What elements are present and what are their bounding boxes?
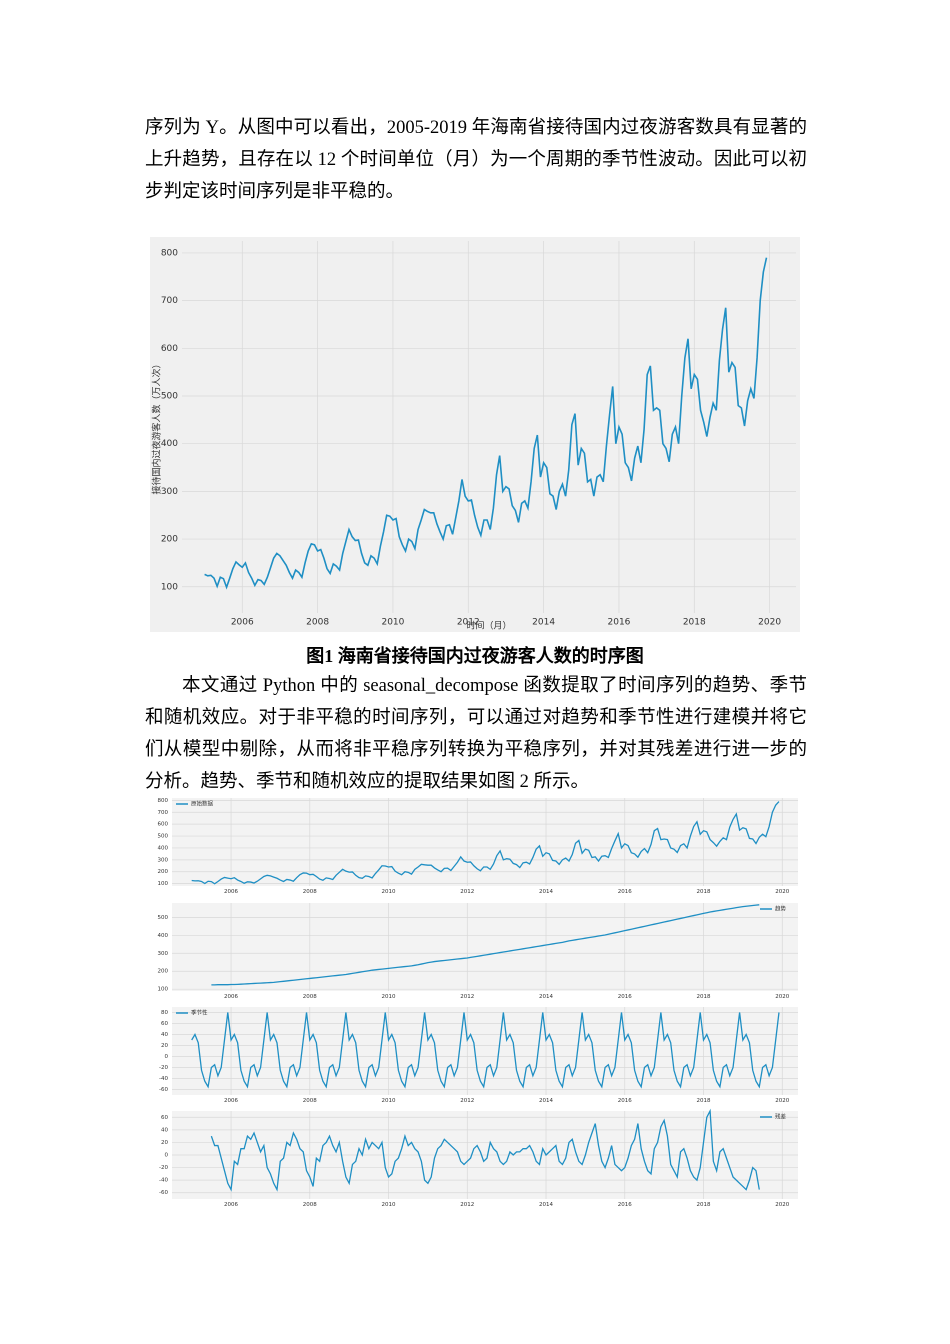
paragraph: 序列为 Y。从图中可以看出，2005-2019 年海南省接待国内过夜游客数具有显… (145, 118, 807, 202)
y-tick-label: 200 (158, 869, 169, 875)
y-tick-label: 20 (161, 1140, 168, 1146)
y-tick-label: 400 (158, 845, 169, 851)
x-tick-label: 2012 (457, 618, 480, 628)
y-tick-label: -60 (159, 1087, 168, 1093)
time-series-chart: 100 200 300 400 500 600 700 800 2006 2008 2010 2012… (150, 237, 800, 632)
y-tick-label: 40 (161, 1127, 168, 1133)
x-tick-label: 2020 (775, 1098, 789, 1104)
data-line (210, 1108, 760, 1192)
x-tick-label: 2016 (618, 1202, 632, 1208)
y-tick-label: 20 (161, 1043, 168, 1049)
y-tick-label: 400 (158, 933, 169, 939)
y-tick-label: -40 (159, 1076, 168, 1082)
x-tick-label: 2018 (683, 618, 706, 628)
x-tick-label: 2006 (231, 618, 254, 628)
x-tick-label: 2018 (697, 889, 711, 895)
y-tick-label: 600 (161, 344, 178, 354)
x-tick-label: 2016 (608, 618, 631, 628)
y-tick-label: 600 (158, 822, 169, 828)
y-tick-label: -60 (159, 1190, 168, 1196)
y-tick-label: 100 (161, 582, 178, 592)
y-tick-label: 800 (161, 248, 178, 258)
x-tick-label: 2012 (460, 889, 474, 895)
x-tick-label: 2014 (539, 1202, 553, 1208)
x-tick-label: 2010 (382, 1098, 396, 1104)
y-tick-label: 300 (158, 857, 169, 863)
x-tick-label: 2016 (618, 994, 632, 1000)
x-tick-label: 2012 (460, 1098, 474, 1104)
y-tick-label: 400 (161, 439, 178, 449)
plot-area (182, 241, 796, 613)
y-tick-label: -20 (159, 1065, 168, 1071)
data-line (204, 257, 768, 590)
x-tick-label: 2010 (381, 618, 404, 628)
x-tick-label: 2010 (382, 994, 396, 1000)
x-tick-label: 2010 (382, 889, 396, 895)
y-tick-label: 700 (158, 810, 169, 816)
y-tick-label: 40 (161, 1032, 168, 1038)
x-tick-label: 2006 (224, 994, 238, 1000)
x-tick-label: 2018 (697, 994, 711, 1000)
x-tick-label: 2008 (306, 618, 329, 628)
x-tick-label: 2012 (460, 994, 474, 1000)
legend-label: 原始数据 (191, 800, 214, 808)
x-tick-label: 2016 (618, 1098, 632, 1104)
y-tick-label: 80 (161, 1010, 168, 1016)
x-tick-label: 2006 (224, 1098, 238, 1104)
y-tick-label: 500 (158, 915, 169, 921)
y-tick-label: 300 (161, 487, 178, 497)
x-tick-label: 2014 (539, 1098, 553, 1104)
y-tick-label: 500 (158, 834, 169, 840)
y-tick-label: 500 (161, 392, 178, 402)
x-tick-label: 2014 (539, 889, 553, 895)
x-tick-label: 2008 (303, 1202, 317, 1208)
plot-area (172, 903, 798, 991)
x-tick-label: 2014 (539, 994, 553, 1000)
y-tick-label: 300 (158, 951, 169, 957)
y-tick-label: -40 (159, 1178, 168, 1184)
data-line (211, 904, 760, 986)
data-line (191, 801, 780, 885)
y-tick-label: 100 (158, 881, 169, 887)
figure-caption: 图1 海南省接待国内过夜游客人数的时序图 (306, 646, 644, 666)
y-tick-label: 700 (161, 296, 178, 306)
x-tick-label: 2008 (303, 994, 317, 1000)
y-tick-label: 60 (161, 1115, 168, 1121)
x-tick-label: 2020 (758, 618, 781, 628)
legend-label: 残差 (775, 1113, 787, 1121)
x-tick-label: 2014 (532, 618, 555, 628)
y-tick-label: 800 (158, 798, 169, 804)
legend-label: 趋势 (775, 905, 787, 913)
y-axis-label: 接待国内过夜游客人数（万人次） (151, 359, 163, 494)
plot-area (172, 798, 798, 886)
x-tick-label: 2008 (303, 1098, 317, 1104)
x-tick-label: 2016 (618, 889, 632, 895)
y-tick-label: 0 (165, 1153, 169, 1159)
x-tick-label: 2020 (775, 889, 789, 895)
x-tick-label: 2010 (382, 1202, 396, 1208)
x-tick-label: 2018 (697, 1098, 711, 1104)
x-tick-label: 2020 (775, 994, 789, 1000)
data-line (191, 1012, 780, 1089)
x-tick-label: 2006 (224, 889, 238, 895)
y-tick-label: 0 (165, 1054, 169, 1060)
y-tick-label: -20 (159, 1165, 168, 1171)
x-tick-label: 2018 (697, 1202, 711, 1208)
x-tick-label: 2012 (460, 1202, 474, 1208)
y-tick-label: 200 (158, 969, 169, 975)
y-tick-label: 100 (158, 987, 169, 993)
y-tick-label: 60 (161, 1021, 168, 1027)
x-tick-label: 2006 (224, 1202, 238, 1208)
paragraph: 本文通过 Python 中的 seasonal_decompose 函数提取了时… (145, 676, 807, 792)
x-tick-label: 2008 (303, 889, 317, 895)
x-tick-label: 2020 (775, 1202, 789, 1208)
legend-label: 季节性 (191, 1009, 208, 1017)
y-tick-label: 200 (161, 535, 178, 545)
x-axis-label: 时间（月） (466, 620, 511, 632)
